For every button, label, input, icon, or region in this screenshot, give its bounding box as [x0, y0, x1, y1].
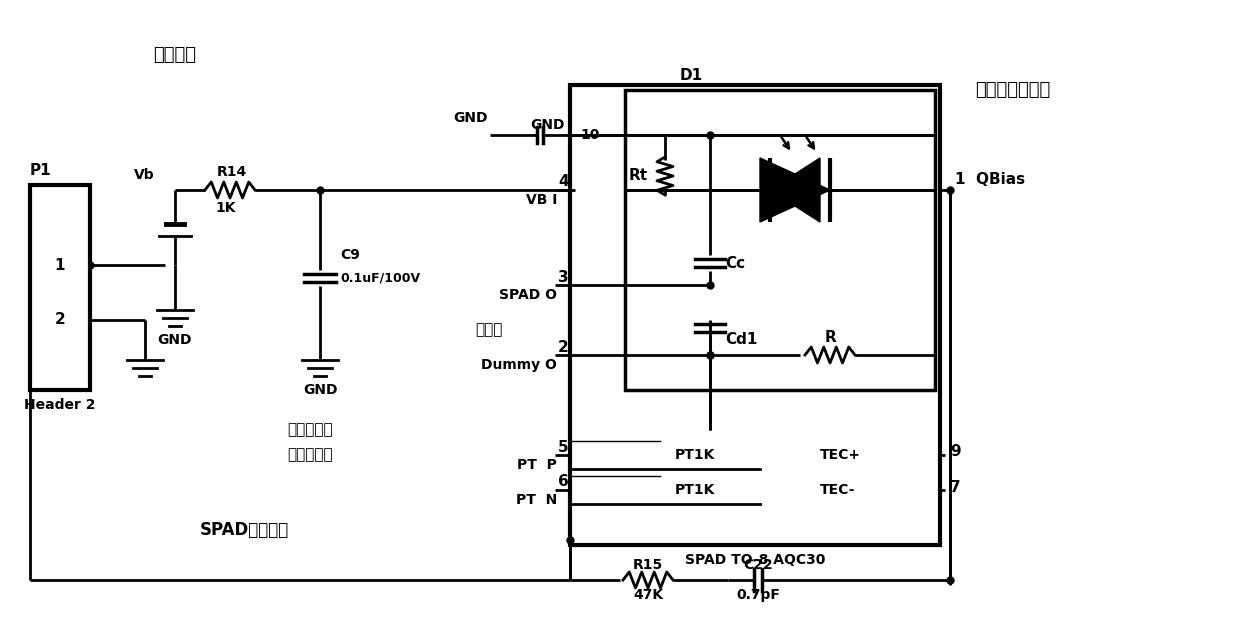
Text: PT1K: PT1K [675, 483, 715, 497]
Text: 1: 1 [55, 257, 66, 273]
Text: TEC-: TEC- [820, 483, 856, 497]
Text: 3: 3 [558, 269, 569, 285]
Text: PT  N: PT N [516, 493, 557, 507]
Text: P1: P1 [30, 163, 52, 178]
Text: 淬灭和复位信号: 淬灭和复位信号 [975, 81, 1050, 99]
Text: Rt: Rt [629, 167, 649, 183]
Text: R14: R14 [217, 165, 247, 179]
Polygon shape [760, 158, 830, 222]
Text: SPAD产生信号: SPAD产生信号 [200, 521, 289, 539]
Text: 0.7pF: 0.7pF [737, 588, 780, 602]
Text: R: R [825, 330, 836, 346]
Text: R15: R15 [632, 558, 663, 572]
Text: 7: 7 [950, 479, 961, 495]
Text: 1K: 1K [215, 201, 236, 215]
Text: 0.1uF/100V: 0.1uF/100V [340, 271, 420, 285]
Text: Header 2: Header 2 [25, 398, 95, 412]
Text: SPAD O: SPAD O [498, 288, 557, 302]
Text: TEC+: TEC+ [820, 448, 861, 462]
Text: 铂电阻阳极: 铂电阻阳极 [288, 422, 332, 437]
Text: 1  QBias: 1 QBias [955, 172, 1025, 188]
Text: 2: 2 [55, 313, 66, 328]
Text: 5: 5 [558, 439, 569, 455]
Text: GND: GND [157, 333, 192, 347]
Text: VB I: VB I [526, 193, 557, 207]
Text: 47K: 47K [632, 588, 663, 602]
Bar [570, 85, 940, 545]
Text: Vb: Vb [134, 168, 155, 182]
Text: 10: 10 [580, 128, 599, 142]
Text: 偏置电压: 偏置电压 [154, 46, 196, 64]
Text: SPAD TO-8 AQC30: SPAD TO-8 AQC30 [684, 553, 825, 567]
Text: GND: GND [531, 118, 565, 132]
Text: D1: D1 [680, 67, 703, 82]
Text: GND: GND [303, 383, 337, 397]
Bar [625, 90, 935, 390]
Text: C9: C9 [340, 248, 360, 262]
Text: 伪信号: 伪信号 [475, 323, 502, 337]
Text: PT  P: PT P [517, 458, 557, 472]
Text: 4: 4 [558, 174, 569, 190]
Text: 6: 6 [558, 474, 569, 489]
Polygon shape [770, 158, 820, 222]
Text: 2: 2 [558, 339, 569, 354]
Text: 9: 9 [950, 444, 961, 460]
Text: C22: C22 [743, 558, 773, 572]
Text: GND: GND [454, 111, 489, 125]
Text: PT1K: PT1K [675, 448, 715, 462]
Bar [30, 185, 91, 390]
Text: Cd1: Cd1 [725, 332, 758, 347]
Text: Dummy O: Dummy O [481, 358, 557, 372]
Text: 铂电阻副极: 铂电阻副极 [288, 448, 332, 462]
Text: Cc: Cc [725, 256, 745, 271]
